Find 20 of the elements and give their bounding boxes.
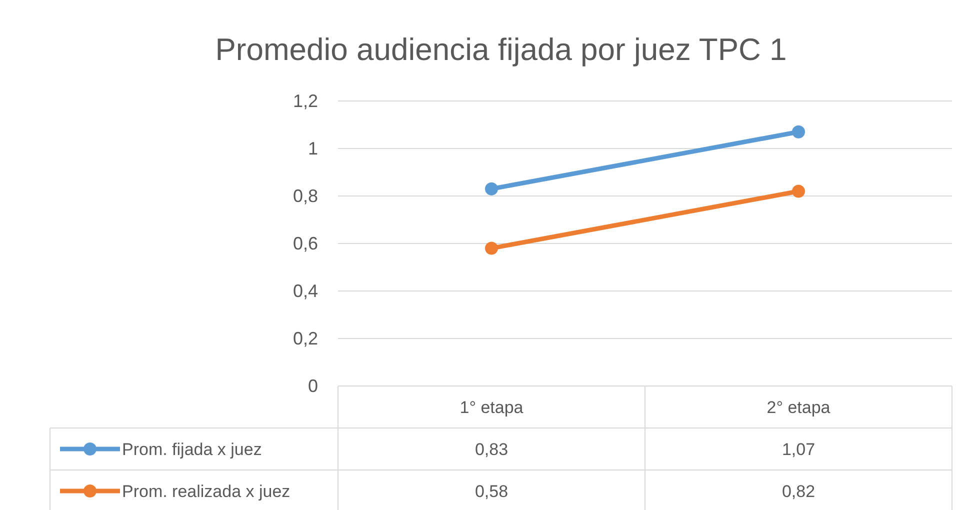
y-tick-label: 0,8 xyxy=(292,186,318,206)
data-label: 0,83 xyxy=(474,440,508,459)
point xyxy=(485,182,498,196)
data-label: 0,82 xyxy=(782,482,816,501)
point xyxy=(792,125,805,138)
point xyxy=(485,242,498,255)
y-tick-label: 1,2 xyxy=(292,91,318,111)
x-tick-label: 1° etapa xyxy=(460,398,524,417)
x-tick-label: 2° etapa xyxy=(766,398,831,417)
y-tick-label: 0,4 xyxy=(292,281,318,301)
y-tick-label: 0,2 xyxy=(292,328,318,348)
legend-label: Prom. fijada x juez xyxy=(122,440,262,459)
y-tick-label: 1 xyxy=(308,138,318,158)
data-label: 1,07 xyxy=(782,440,816,459)
data-label: 0,58 xyxy=(474,482,508,501)
legend-label: Prom. realizada x juez xyxy=(122,482,290,501)
y-tick-label: 0 xyxy=(308,376,318,396)
point xyxy=(792,184,805,198)
chart-title: Promedio audiencia fijada por juez TPC 1 xyxy=(215,32,787,67)
y-tick-label: 0,6 xyxy=(292,234,318,254)
